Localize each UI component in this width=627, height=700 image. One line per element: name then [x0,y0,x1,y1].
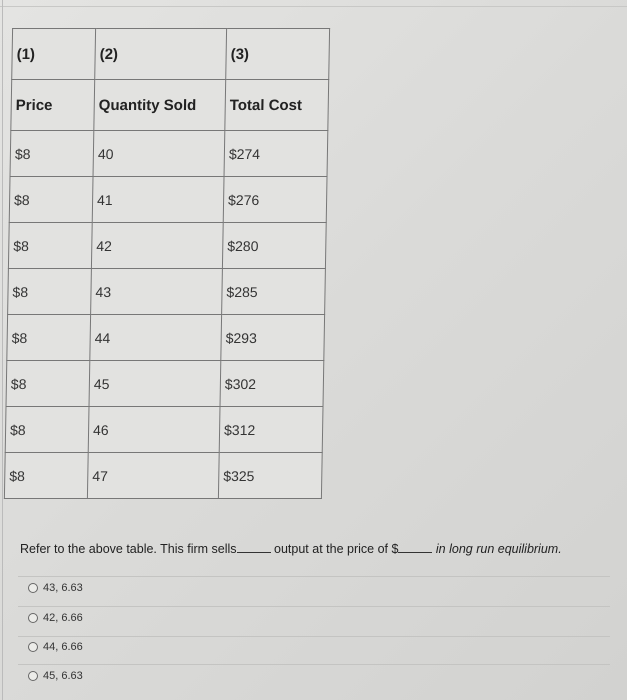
divider [18,636,610,637]
option-label: 44, 6.66 [43,641,83,653]
table-cell: (2) [94,28,227,80]
radio-button[interactable] [28,642,38,652]
answer-option[interactable]: 44, 6.66 [28,641,83,653]
question-part: Refer to the above table. This firm sell… [20,542,237,556]
table-row: $8 46 $312 [5,406,324,453]
table-row: $8 42 $280 [8,222,327,269]
question-part: in long run equilibrium. [435,542,562,556]
answer-option[interactable]: 42, 6.66 [28,612,83,624]
option-label: 42, 6.66 [43,612,83,624]
table-cell: 47 [87,452,220,499]
question-text: Refer to the above table. This firm sell… [20,542,562,556]
table-cell: $8 [6,360,90,407]
table-cell: $8 [7,268,92,315]
radio-button[interactable] [28,613,38,623]
table-row: $8 44 $293 [6,314,325,361]
table-column-number-row: (1) (2) (3) [11,28,330,80]
blank [236,542,271,553]
table-cell: $325 [218,452,323,499]
table-cell: 42 [91,222,224,269]
table-row: $8 43 $285 [7,268,326,315]
table-cell: 46 [88,406,221,453]
table-row: $8 41 $276 [9,176,328,223]
radio-button[interactable] [28,583,38,593]
question-part: output at the price of $ [274,542,399,556]
table-header: Total Cost [224,79,329,131]
table-cell: $8 [6,314,91,361]
answer-option[interactable]: 45, 6.63 [28,670,83,682]
cost-table: (1) (2) (3) Price Quantity Sold Total Co… [3,28,331,499]
table-cell: (3) [225,28,330,80]
table-cell: (1) [11,28,96,80]
option-label: 43, 6.63 [43,582,83,594]
table-cell: 40 [93,130,225,177]
table-cell: $8 [5,406,90,453]
table-cell: $8 [4,452,89,499]
table-header: Quantity Sold [93,79,226,131]
table-cell: 41 [92,176,225,223]
divider [2,0,3,700]
table-cell: $274 [224,130,328,177]
divider [18,606,610,607]
table-cell: $8 [10,130,94,177]
table-cell: $8 [8,222,93,269]
divider [0,6,627,7]
table-cell: $285 [221,268,326,315]
divider [18,664,610,665]
table-header: Price [10,79,95,131]
option-label: 45, 6.63 [43,670,83,682]
table-row: $8 40 $274 [10,130,328,177]
table-cell: $302 [220,360,324,407]
table-cell: 44 [89,314,222,361]
table-header-row: Price Quantity Sold Total Cost [10,79,329,131]
answer-option[interactable]: 43, 6.63 [28,582,83,594]
blank [398,542,433,553]
table-row: $8 45 $302 [6,360,324,407]
table-cell: $280 [222,222,327,269]
table-cell: $276 [223,176,328,223]
divider [18,576,610,577]
table-cell: 45 [89,360,221,407]
table-cell: 43 [90,268,223,315]
table-cell: $293 [220,314,325,361]
table-cell: $8 [9,176,94,223]
table-cell: $312 [219,406,324,453]
table-row: $8 47 $325 [4,452,323,499]
radio-button[interactable] [28,671,38,681]
